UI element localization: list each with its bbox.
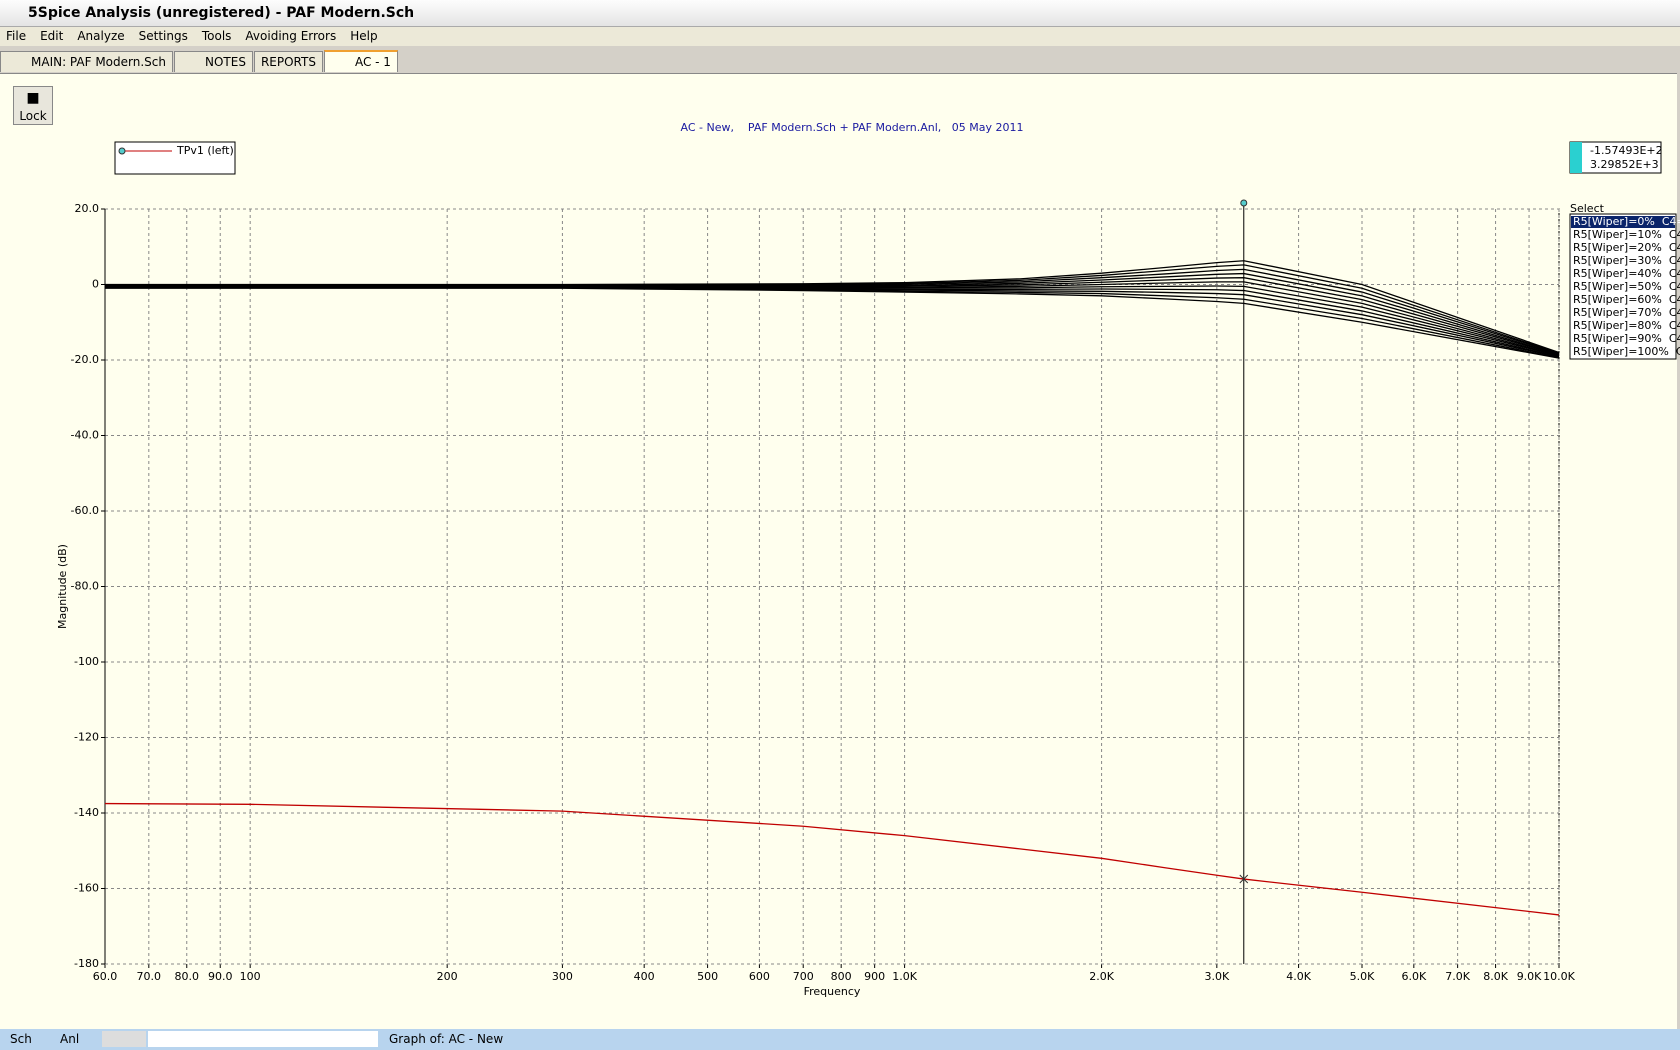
- x-tick-label: 500: [697, 970, 718, 983]
- x-tick-label: 600: [749, 970, 770, 983]
- lock-label: Lock: [19, 109, 47, 123]
- menu-item[interactable]: File: [6, 29, 27, 43]
- readout-y: -1.57493E+2: [1590, 144, 1663, 157]
- legend-box: [114, 141, 236, 175]
- select-item: R5[Wiper]=50% C4=: [1573, 280, 1680, 293]
- y-axis-label: Magnitude (dB): [56, 544, 69, 629]
- chart-title: AC - New, PAF Modern.Sch + PAF Modern.An…: [680, 121, 1023, 134]
- x-tick-label: 4.0K: [1286, 970, 1311, 983]
- x-tick-label: 400: [634, 970, 655, 983]
- x-tick-label: 3.0K: [1204, 970, 1229, 983]
- select-item: R5[Wiper]=70% C4=: [1573, 306, 1680, 319]
- tab[interactable]: NOTES: [174, 51, 253, 72]
- select-box: [1569, 213, 1677, 360]
- menu-item[interactable]: Help: [350, 29, 378, 43]
- content-area: [0, 73, 1677, 1029]
- select-item: R5[Wiper]=20% C4=: [1573, 241, 1680, 254]
- lock-button[interactable]: ■ Lock: [13, 86, 53, 125]
- menu-item[interactable]: Analyze: [77, 29, 125, 43]
- readout-tag: [1570, 142, 1582, 173]
- y-tick-label: -100: [74, 655, 99, 668]
- y-tick-label: 20.0: [75, 202, 100, 215]
- series-line: [105, 264, 1560, 354]
- select-item: R5[Wiper]=100% C4: [1573, 345, 1680, 358]
- menu-item[interactable]: Tools: [201, 29, 232, 43]
- select-title: Select: [1570, 202, 1605, 215]
- menu-item[interactable]: Avoiding Errors: [245, 29, 337, 43]
- tab[interactable]: MAIN: PAF Modern.Sch: [0, 51, 173, 72]
- y-tick-label: -140: [74, 806, 99, 819]
- x-tick-label: 700: [793, 970, 814, 983]
- x-tick-label: 2.0K: [1089, 970, 1114, 983]
- menu-item[interactable]: Settings: [138, 29, 188, 43]
- y-tick-label: -160: [74, 882, 99, 895]
- x-tick-label: 7.0K: [1445, 970, 1470, 983]
- status-graph: Graph of: AC - New: [389, 1032, 504, 1046]
- select-item: R5[Wiper]=40% C4=: [1573, 267, 1680, 280]
- x-tick-label: 200: [437, 970, 458, 983]
- series-line: [105, 286, 1560, 358]
- status-field: [148, 1031, 378, 1047]
- select-item: R5[Wiper]=10% C4=: [1573, 228, 1680, 241]
- y-tick-label: -60.0: [71, 504, 99, 517]
- y-tick-label: 0: [92, 278, 99, 291]
- select-item: R5[Wiper]=60% C4=: [1573, 293, 1680, 306]
- window-title: 5Spice Analysis (unregistered) - PAF Mod…: [28, 5, 415, 21]
- lock-icon: ■: [26, 90, 40, 106]
- series-line: [105, 260, 1560, 354]
- x-tick-label: 800: [831, 970, 852, 983]
- select-highlight: [1571, 216, 1675, 228]
- series-line: [104, 802, 1560, 916]
- select-item: R5[Wiper]=0% C4=2: [1573, 215, 1680, 228]
- status-field: [102, 1031, 146, 1047]
- y-tick-label: -40.0: [71, 429, 99, 442]
- x-tick-label: 90.0: [208, 970, 233, 983]
- series-line: [105, 287, 1560, 359]
- menu-item[interactable]: Edit: [40, 29, 64, 43]
- tab[interactable]: REPORTS: [253, 51, 323, 72]
- x-tick-label: 9.0K: [1517, 970, 1542, 983]
- status-bar: Sch Anl Graph of: AC - New: [0, 1029, 1680, 1050]
- select-item: R5[Wiper]=90% C4=: [1573, 332, 1680, 345]
- tab-bar: MAIN: PAF Modern.Sch NOTES REPORTS AC - 1: [0, 50, 399, 73]
- cursor-handle: [1240, 199, 1248, 207]
- x-tick-label: 8.0K: [1483, 970, 1508, 983]
- status-anl[interactable]: Anl: [60, 1032, 80, 1046]
- tab[interactable]: AC - 1: [323, 50, 398, 72]
- menu-bar: File Edit Analyze Settings Tools Avoiding Err…: [0, 27, 1680, 46]
- readout-box: [1569, 141, 1662, 174]
- series-line: [105, 285, 1560, 357]
- x-tick-label: 100: [240, 970, 261, 983]
- y-tick-label: -180: [74, 957, 99, 970]
- x-tick-label: 1.0K: [892, 970, 917, 983]
- x-tick-label: 6.0K: [1401, 970, 1426, 983]
- x-tick-label: 10.0K: [1543, 970, 1575, 983]
- x-tick-label: 5.0K: [1350, 970, 1375, 983]
- y-tick-label: -20.0: [71, 353, 99, 366]
- series-line: [105, 286, 1560, 358]
- x-tick-label: 70.0: [137, 970, 162, 983]
- cursor-marker: [1239, 874, 1249, 884]
- legend-label: TPv1 (left): [176, 144, 234, 157]
- select-item: R5[Wiper]=80% C4=: [1573, 319, 1680, 332]
- series-line: [105, 287, 1560, 359]
- x-axis-label: Frequency: [804, 985, 861, 998]
- title-bar: 5Spice Analysis (unregistered) - PAF Mod…: [0, 0, 1680, 27]
- select-item: R5[Wiper]=30% C4=: [1573, 254, 1680, 267]
- x-tick-label: 900: [864, 970, 885, 983]
- x-tick-label: 80.0: [175, 970, 200, 983]
- status-sch[interactable]: Sch: [10, 1032, 32, 1046]
- x-tick-label: 60.0: [93, 970, 118, 983]
- y-tick-label: -120: [74, 731, 99, 744]
- readout-x: 3.29852E+3: [1590, 158, 1659, 171]
- x-tick-label: 300: [552, 970, 573, 983]
- y-tick-label: -80.0: [71, 580, 99, 593]
- legend-marker: [118, 147, 126, 155]
